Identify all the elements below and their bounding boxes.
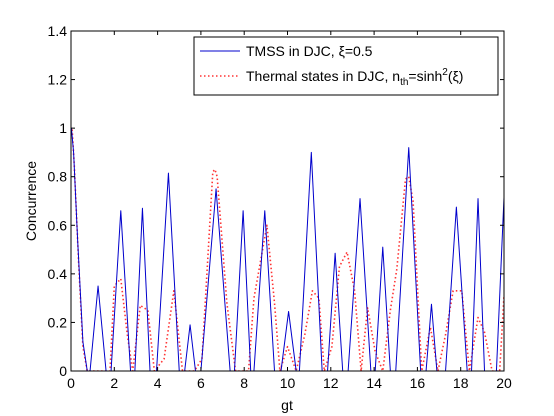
y-tick-label: 0.6 [48, 217, 68, 233]
legend-label-tmss: TMSS in DJC, ξ=0.5 [246, 43, 373, 59]
legend-thermal-mid: =sinh [408, 68, 442, 84]
y-tick-label: 0 [59, 363, 67, 379]
x-tick-label: 10 [280, 375, 296, 391]
x-tick-label: 2 [110, 375, 118, 391]
x-tick-label: 0 [67, 375, 75, 391]
legend-thermal-sup: 2 [442, 67, 448, 78]
legend-thermal-sub: th [400, 77, 408, 88]
x-tick-label: 6 [197, 375, 205, 391]
x-axis-label: gt [281, 397, 293, 413]
y-tick-label: 0.2 [48, 314, 68, 330]
series-layer [71, 127, 504, 371]
series-line-thermal [71, 127, 504, 371]
y-tick-label: 0.4 [48, 266, 68, 282]
legend-box [193, 36, 499, 96]
x-tick-label: 14 [366, 375, 382, 391]
legend-thermal-end: (ξ) [448, 68, 464, 84]
y-axis-label: Concurrence [23, 161, 39, 241]
y-tick-label: 0.8 [48, 169, 68, 185]
ticks-layer: 0 2 4 6 8 10 12 14 16 18 20 0 0.2 0.4 0.6 0.8 1 1.2 1.4 [48, 23, 512, 391]
y-tick-label: 1.2 [48, 72, 68, 88]
x-tick-label: 20 [496, 375, 512, 391]
legend-label-thermal: Thermal states in DJC, nth=sinh2(ξ) [246, 67, 463, 88]
x-tick-label: 18 [453, 375, 469, 391]
series-line-tmss [71, 127, 504, 371]
x-tick-label: 4 [154, 375, 162, 391]
y-tick-label: 1 [59, 120, 67, 136]
legend: TMSS in DJC, ξ=0.5 Thermal states in DJC… [193, 36, 499, 96]
x-tick-label: 16 [410, 375, 426, 391]
x-tick-label: 12 [323, 375, 339, 391]
y-tick-label: 1.4 [48, 23, 68, 39]
legend-thermal-main: Thermal states in DJC, n [246, 68, 400, 84]
x-tick-label: 8 [240, 375, 248, 391]
